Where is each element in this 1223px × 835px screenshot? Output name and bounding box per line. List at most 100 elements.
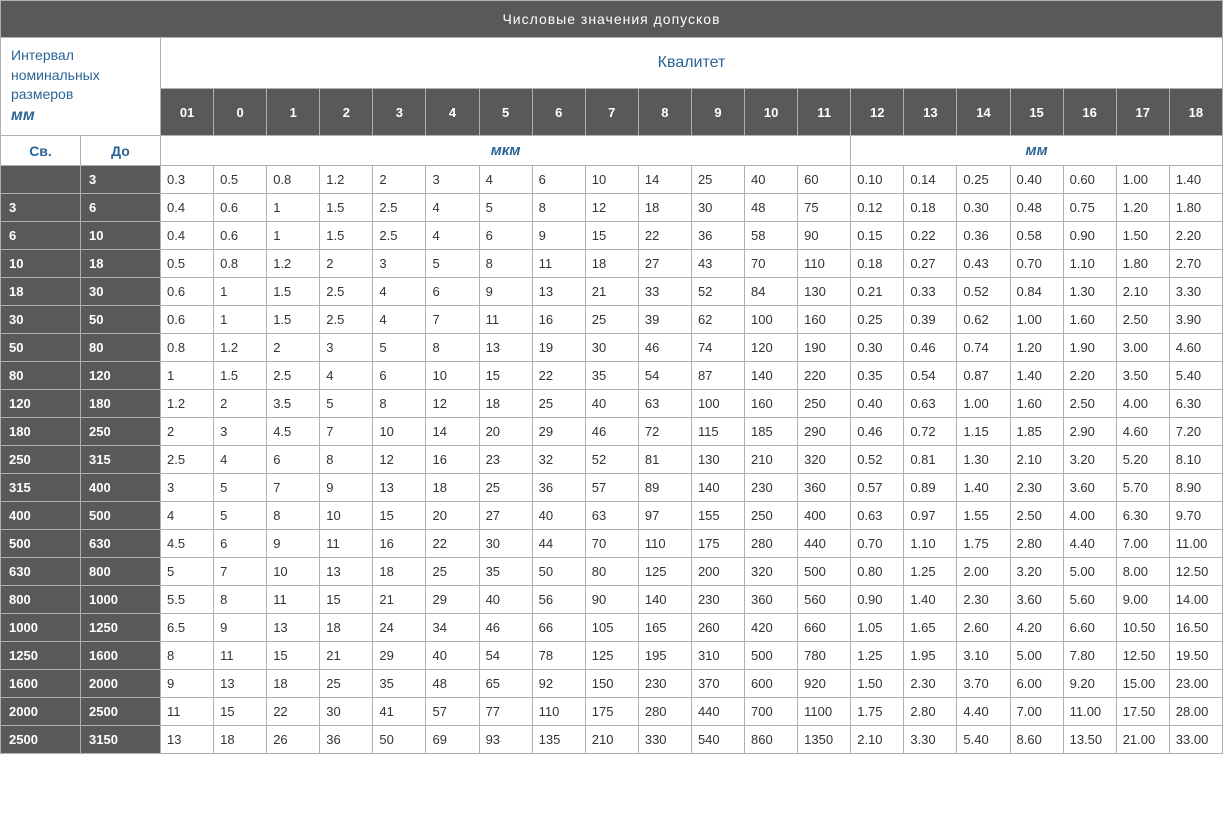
- cell: 30: [691, 194, 744, 222]
- cell: 2.30: [957, 586, 1010, 614]
- cell: 660: [798, 614, 851, 642]
- interval-header: Интервал номинальных размеров мм: [1, 38, 161, 136]
- cell: 860: [745, 726, 798, 754]
- cell: 0.62: [957, 306, 1010, 334]
- cell: 9.00: [1116, 586, 1169, 614]
- grade-header-4: 4: [426, 89, 479, 136]
- cell: 110: [798, 250, 851, 278]
- cell: 24: [373, 614, 426, 642]
- row-from: 630: [1, 558, 81, 586]
- table-row: 1201801.223.55812182540631001602500.400.…: [1, 390, 1223, 418]
- cell: 4: [320, 362, 373, 390]
- cell: 5.5: [161, 586, 214, 614]
- cell: 90: [798, 222, 851, 250]
- table-row: 18300.611.52.546913213352841300.210.330.…: [1, 278, 1223, 306]
- row-to: 315: [81, 446, 161, 474]
- cell: 2.60: [957, 614, 1010, 642]
- cell: 1.55: [957, 502, 1010, 530]
- cell: 3: [426, 166, 479, 194]
- cell: 16: [532, 306, 585, 334]
- cell: 135: [532, 726, 585, 754]
- cell: 10: [267, 558, 320, 586]
- cell: 10: [373, 418, 426, 446]
- cell: 700: [745, 698, 798, 726]
- cell: 420: [745, 614, 798, 642]
- cell: 0.46: [904, 334, 957, 362]
- table-row: 6100.40.611.52.546915223658900.150.220.3…: [1, 222, 1223, 250]
- table-row: 10180.50.81.2235811182743701100.180.270.…: [1, 250, 1223, 278]
- cell: 32: [532, 446, 585, 474]
- cell: 1.25: [904, 558, 957, 586]
- cell: 6.30: [1169, 390, 1222, 418]
- cell: 3.50: [1116, 362, 1169, 390]
- cell: 14: [426, 418, 479, 446]
- cell: 35: [373, 670, 426, 698]
- cell: 36: [691, 222, 744, 250]
- interval-line1: Интервал: [11, 47, 74, 63]
- cell: 13: [214, 670, 267, 698]
- cell: 0.8: [267, 166, 320, 194]
- cell: 560: [798, 586, 851, 614]
- row-from: 180: [1, 418, 81, 446]
- cell: 0.40: [1010, 166, 1063, 194]
- cell: 11: [532, 250, 585, 278]
- cell: 40: [745, 166, 798, 194]
- row-from: 315: [1, 474, 81, 502]
- grade-header-7: 7: [585, 89, 638, 136]
- cell: 0.58: [1010, 222, 1063, 250]
- cell: 4: [426, 222, 479, 250]
- cell: 500: [745, 642, 798, 670]
- row-from: [1, 166, 81, 194]
- cell: 2.90: [1063, 418, 1116, 446]
- cell: 0.10: [851, 166, 904, 194]
- cell: 5.60: [1063, 586, 1116, 614]
- cell: 3.5: [267, 390, 320, 418]
- cell: 33.00: [1169, 726, 1222, 754]
- cell: 2: [373, 166, 426, 194]
- cell: 46: [479, 614, 532, 642]
- cell: 2.70: [1169, 250, 1222, 278]
- to-header: До: [81, 136, 161, 166]
- cell: 11.00: [1063, 698, 1116, 726]
- cell: 6: [373, 362, 426, 390]
- row-to: 18: [81, 250, 161, 278]
- cell: 13: [479, 334, 532, 362]
- grade-header-11: 11: [798, 89, 851, 136]
- cell: 22: [426, 530, 479, 558]
- row-from: 80: [1, 362, 81, 390]
- cell: 57: [585, 474, 638, 502]
- cell: 260: [691, 614, 744, 642]
- cell: 8: [267, 502, 320, 530]
- row-to: 120: [81, 362, 161, 390]
- cell: 540: [691, 726, 744, 754]
- cell: 0.54: [904, 362, 957, 390]
- cell: 13: [532, 278, 585, 306]
- cell: 0.75: [1063, 194, 1116, 222]
- cell: 63: [585, 502, 638, 530]
- cell: 5: [426, 250, 479, 278]
- cell: 30: [320, 698, 373, 726]
- cell: 1.30: [957, 446, 1010, 474]
- cell: 48: [745, 194, 798, 222]
- table-row: 80010005.58111521294056901402303605600.9…: [1, 586, 1223, 614]
- cell: 6.00: [1010, 670, 1063, 698]
- unit-mm: мм: [851, 136, 1223, 166]
- table-row: 360.40.611.52.545812183048750.120.180.30…: [1, 194, 1223, 222]
- cell: 5.20: [1116, 446, 1169, 474]
- cell: 41: [373, 698, 426, 726]
- cell: 4.40: [957, 698, 1010, 726]
- cell: 3.00: [1116, 334, 1169, 362]
- grade-header-0: 0: [214, 89, 267, 136]
- table-row: 5006304.5691116223044701101752804400.701…: [1, 530, 1223, 558]
- cell: 6: [479, 222, 532, 250]
- cell: 210: [745, 446, 798, 474]
- cell: 19.50: [1169, 642, 1222, 670]
- cell: 43: [691, 250, 744, 278]
- cell: 5: [161, 558, 214, 586]
- cell: 9.20: [1063, 670, 1116, 698]
- cell: 8: [532, 194, 585, 222]
- cell: 36: [320, 726, 373, 754]
- cell: 1.10: [904, 530, 957, 558]
- row-to: 180: [81, 390, 161, 418]
- cell: 185: [745, 418, 798, 446]
